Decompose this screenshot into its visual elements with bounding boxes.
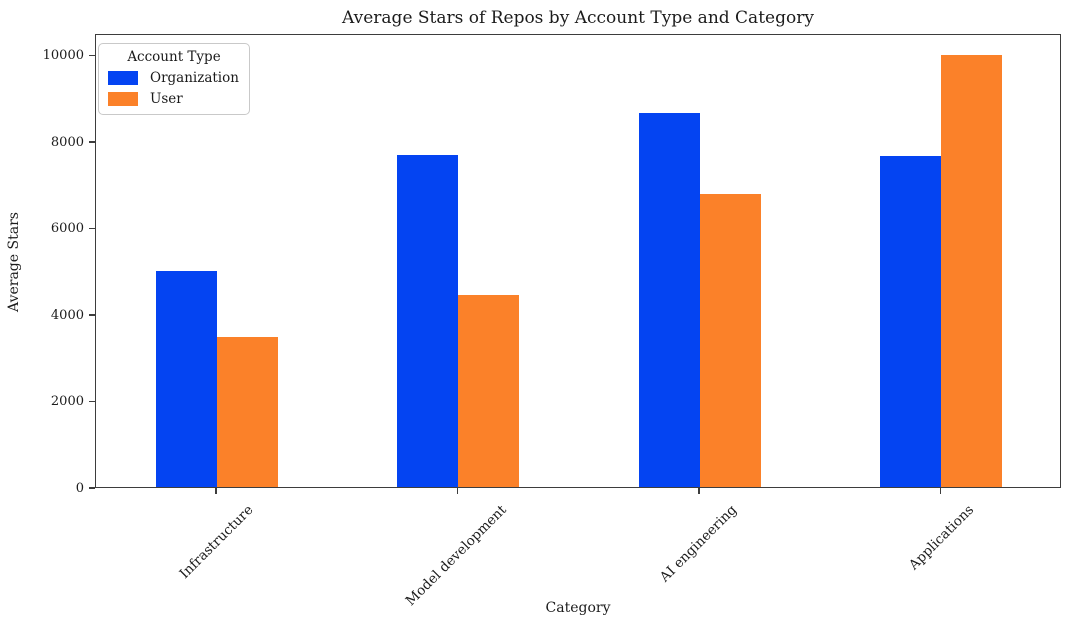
x-tick-mark — [939, 488, 941, 494]
bar-organization-ai-engineering — [638, 113, 700, 487]
x-tick-label-applications: Applications — [905, 502, 978, 574]
x-tick-mark — [698, 488, 700, 494]
x-axis-label: Category — [545, 600, 611, 616]
y-tick-mark — [89, 54, 95, 57]
plot-area — [95, 34, 1061, 488]
y-tick-label: 0 — [75, 480, 84, 496]
x-tick-mark — [456, 488, 458, 494]
legend: Account Type Organization User — [98, 43, 250, 115]
legend-entry-organization: Organization — [108, 70, 240, 86]
y-tick-label: 10000 — [42, 48, 84, 64]
bar-user-infrastructure — [216, 336, 278, 487]
y-tick-label: 2000 — [50, 394, 84, 410]
bar-organization-model-development — [397, 154, 459, 487]
chart-title: Average Stars of Repos by Account Type a… — [342, 8, 814, 28]
legend-label-user: User — [150, 91, 183, 107]
y-tick-mark — [89, 314, 95, 316]
x-tick-label-ai-engineering: AI engineering — [656, 502, 741, 586]
y-tick-label: 4000 — [50, 307, 84, 323]
y-tick-label: 6000 — [50, 221, 84, 237]
legend-title: Account Type — [127, 49, 221, 65]
y-axis-label: Average Stars — [6, 212, 22, 312]
legend-swatch-user — [108, 92, 138, 106]
y-tick-mark — [89, 141, 95, 143]
legend-swatch-organization — [108, 71, 138, 85]
x-tick-mark — [215, 488, 217, 494]
legend-label-organization: Organization — [150, 70, 239, 86]
legend-entry-user: User — [108, 91, 240, 107]
bar-user-model-development — [458, 295, 520, 487]
bar-user-ai-engineering — [699, 193, 761, 487]
y-tick-mark — [89, 400, 95, 403]
x-tick-label-model-development: Model development — [402, 502, 510, 610]
bar-organization-applications — [880, 156, 942, 487]
bar-user-applications — [941, 54, 1003, 487]
bar-organization-infrastructure — [155, 270, 217, 487]
y-tick-mark — [89, 487, 95, 489]
x-tick-label-infrastructure: Infrastructure — [176, 502, 257, 583]
y-tick-mark — [89, 227, 95, 230]
y-tick-label: 8000 — [50, 134, 84, 150]
